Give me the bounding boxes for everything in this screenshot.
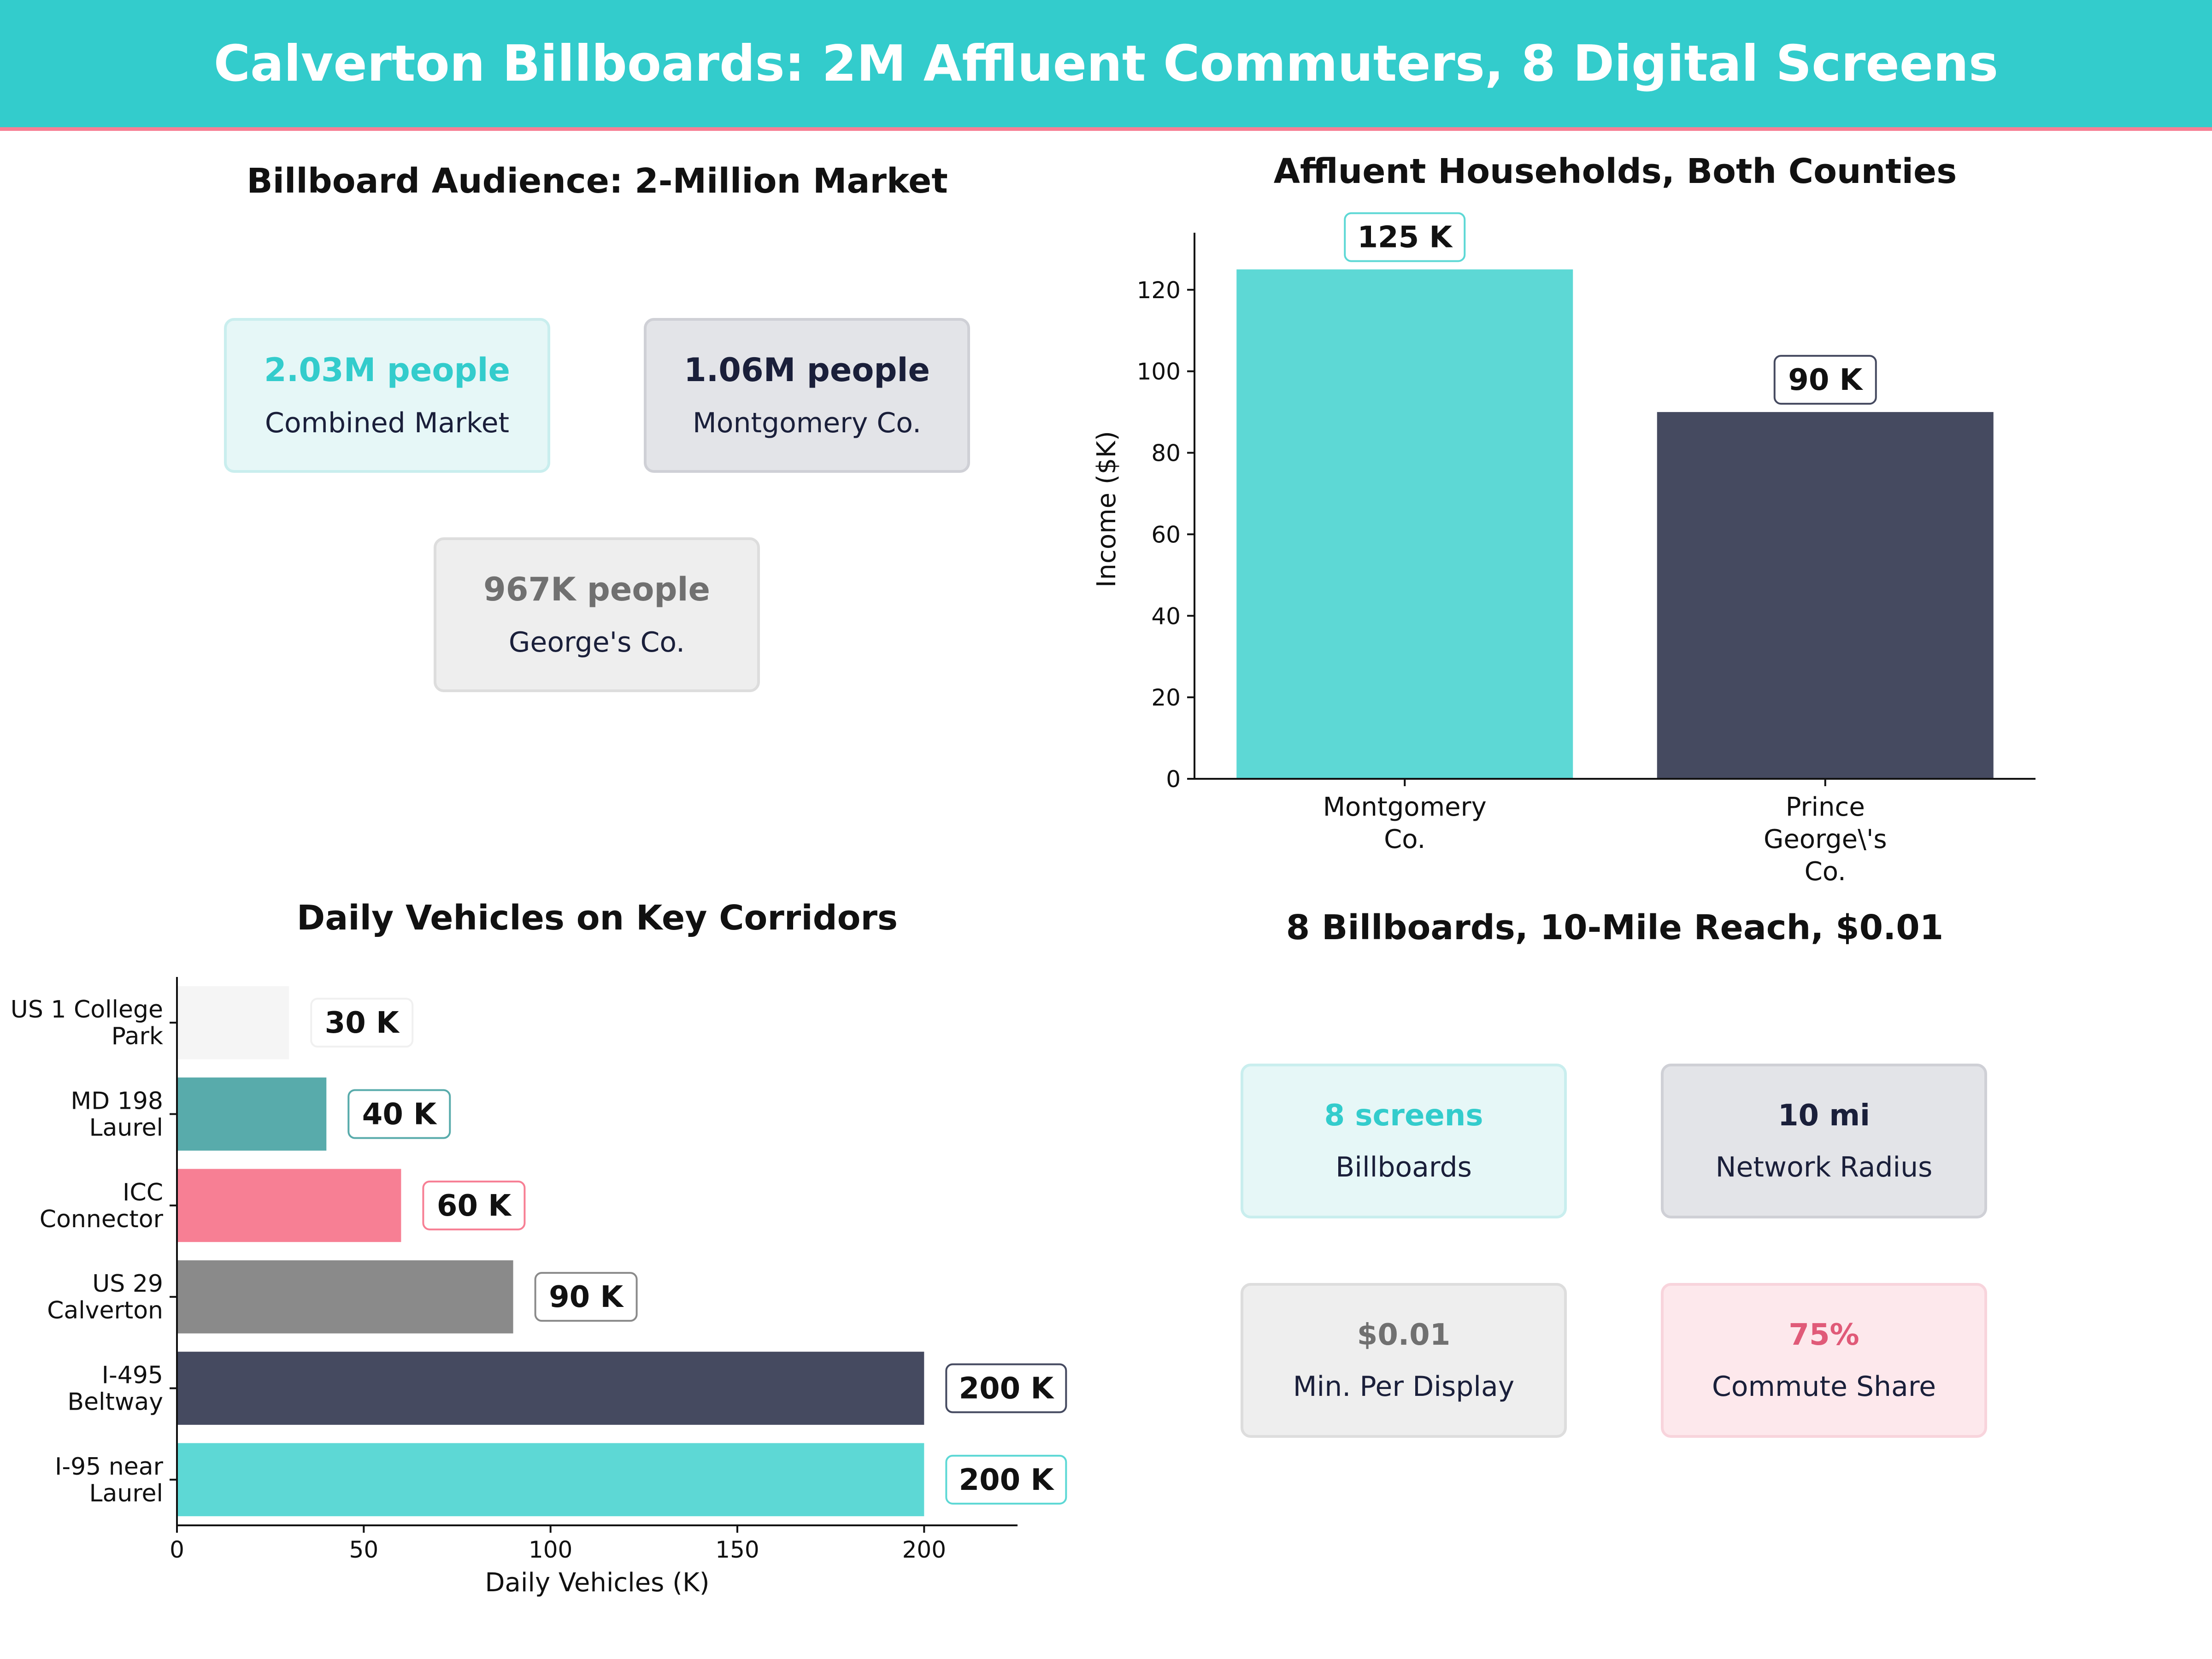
vehicles-data-label-text: 40 K — [362, 1098, 437, 1132]
income-y-tick-label: 100 — [1137, 359, 1181, 385]
vehicles-x-tick-label: 150 — [715, 1536, 759, 1563]
vehicles-data-label: 40 K — [347, 1089, 451, 1139]
vehicles-y-tick-label: US 1 College — [11, 996, 163, 1024]
income-y-tick-label: 20 — [1151, 684, 1181, 711]
income-bar — [1657, 412, 1994, 779]
income-data-label: 90 K — [1773, 355, 1877, 405]
georges-label: George's Co. — [508, 626, 685, 659]
vehicles-data-label-text: 200 K — [959, 1463, 1055, 1497]
income-bars: 125 K 90 K — [1236, 212, 1994, 779]
vehicles-y-tick-label: Laurel — [89, 1114, 163, 1142]
vehicles-x-tick-label: 200 — [902, 1536, 946, 1563]
network-radius-label: Network Radius — [1715, 1151, 1933, 1183]
vehicles-y-tick-label: Calverton — [47, 1297, 163, 1324]
vehicles-data-label: 200 K — [945, 1454, 1067, 1505]
vehicles-bar — [177, 1077, 327, 1151]
min-per-display-value: $0.01 — [1357, 1318, 1451, 1352]
montgomery-card: 1.06M people Montgomery Co. — [644, 318, 970, 473]
income-y-axis-label: Income ($K) — [1092, 431, 1122, 588]
income-bar-chart: Affluent Households, Both Counties Incom… — [1092, 152, 2036, 887]
vehicles-y-tick-label: Connector — [40, 1206, 164, 1233]
vehicles-data-label-text: 90 K — [549, 1280, 624, 1314]
income-x-tick-label: George\'s — [1764, 824, 1887, 854]
georges-value: 967K people — [483, 571, 710, 608]
billboards-card: 8 screens Billboards — [1241, 1064, 1567, 1218]
network-title: 8 Billboards, 10-Mile Reach, $0.01 — [1286, 908, 1944, 947]
vehicles-x-tick-label: 50 — [349, 1536, 379, 1563]
income-y-tick-label: 60 — [1151, 521, 1181, 548]
montgomery-label: Montgomery Co. — [692, 407, 922, 439]
income-bar — [1236, 269, 1573, 779]
vehicles-y-tick-label: I-495 — [102, 1362, 163, 1389]
income-y-tick-label: 40 — [1151, 603, 1181, 629]
income-y-tick-label: 120 — [1137, 277, 1181, 304]
income-x-tick-label: Co. — [1805, 857, 1846, 887]
min-per-display-label: Min. Per Display — [1293, 1371, 1515, 1403]
vehicles-data-label-text: 30 K — [325, 1006, 400, 1040]
commute-share-value: 75% — [1788, 1318, 1859, 1352]
income-y-tick-label: 80 — [1151, 440, 1181, 467]
combined-market-label: Combined Market — [265, 407, 510, 439]
vehicles-x-tick-label: 0 — [170, 1536, 184, 1563]
commute-share-label: Commute Share — [1712, 1371, 1936, 1403]
vehicles-y-tick-label: Park — [112, 1023, 163, 1050]
header-banner: Calverton Billboards: 2M Affluent Commut… — [0, 0, 2212, 131]
vehicles-x-axis-label: Daily Vehicles (K) — [485, 1568, 709, 1598]
billboards-value: 8 screens — [1324, 1099, 1483, 1133]
page-title: Calverton Billboards: 2M Affluent Commut… — [213, 35, 1999, 93]
montgomery-value: 1.06M people — [684, 351, 930, 389]
vehicles-data-label: 60 K — [422, 1180, 526, 1230]
vehicles-y-tick-label: ICC — [123, 1179, 163, 1206]
vehicles-bar — [177, 1443, 924, 1517]
income-y-tick-label: 0 — [1166, 766, 1181, 793]
network-radius-value: 10 mi — [1778, 1099, 1870, 1133]
income-x-tick-label: Montgomery — [1323, 792, 1487, 822]
combined-market-value: 2.03M people — [264, 351, 510, 389]
georges-card: 967K people George's Co. — [434, 537, 760, 692]
income-data-label-text: 90 K — [1788, 363, 1863, 397]
income-x-tick-label: Prince — [1786, 792, 1865, 822]
vehicles-bars: 30 K 40 K 60 K 90 K 200 K 200 K — [177, 986, 1067, 1517]
vehicles-bar — [177, 1260, 513, 1334]
billboards-label: Billboards — [1335, 1151, 1472, 1183]
vehicles-data-label: 200 K — [945, 1363, 1067, 1413]
commute-share-card: 75% Commute Share — [1661, 1283, 1987, 1438]
vehicles-bar-chart: Daily Vehicles on Key Corridors 30 K 40 K… — [11, 898, 1067, 1598]
income-data-label: 125 K — [1344, 212, 1466, 262]
vehicles-y-tick-label: Laurel — [89, 1480, 163, 1507]
vehicles-x-tick-label: 100 — [529, 1536, 572, 1563]
income-chart-title: Affluent Households, Both Counties — [1274, 152, 1957, 191]
vehicles-chart-title: Daily Vehicles on Key Corridors — [297, 898, 898, 938]
income-x-tick-label: Co. — [1384, 824, 1425, 854]
network-radius-card: 10 mi Network Radius — [1661, 1064, 1987, 1218]
vehicles-y-tick-label: MD 198 — [71, 1088, 163, 1115]
vehicles-data-label-text: 200 K — [959, 1372, 1055, 1406]
vehicles-y-tick-label: US 29 — [92, 1270, 163, 1298]
income-y-ticks: 0 20 40 60 80 100 120 — [1137, 277, 1194, 793]
combined-market-card: 2.03M people Combined Market — [224, 318, 550, 473]
income-data-label-text: 125 K — [1358, 221, 1453, 255]
audience-title: Billboard Audience: 2-Million Market — [247, 161, 948, 201]
vehicles-x-ticks: 0 50 100 150 200 — [170, 1525, 946, 1563]
min-per-display-card: $0.01 Min. Per Display — [1241, 1283, 1567, 1438]
vehicles-y-tick-label: Beltway — [67, 1388, 163, 1416]
vehicles-y-tick-label: I-95 near — [55, 1453, 164, 1481]
vehicles-data-label: 90 K — [534, 1272, 638, 1322]
vehicles-bar — [177, 1352, 924, 1425]
vehicles-data-label: 30 K — [310, 998, 414, 1048]
vehicles-bar — [177, 1169, 401, 1242]
vehicles-bar — [177, 986, 289, 1059]
vehicles-data-label-text: 60 K — [437, 1189, 512, 1223]
